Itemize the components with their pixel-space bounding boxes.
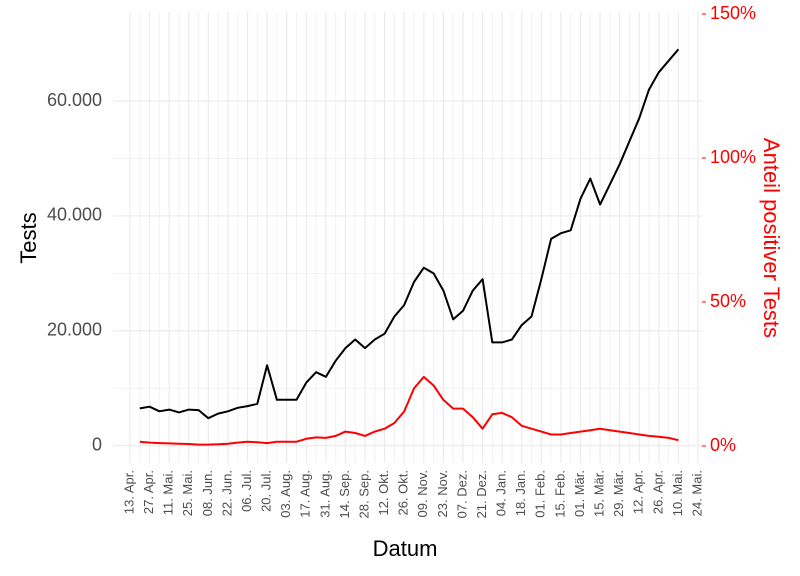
x-tick-label: 15. Mär. bbox=[592, 470, 607, 517]
x-tick-label: 09. Nov. bbox=[415, 470, 430, 517]
x-tick-label: 28. Sep. bbox=[356, 470, 371, 518]
y2-tick-label: 50% bbox=[710, 291, 746, 311]
x-tick-label: 20. Jul. bbox=[259, 470, 274, 512]
data-line bbox=[139, 375, 679, 446]
x-tick-label: 08. Jun. bbox=[200, 470, 215, 516]
x-tick-label: 22. Jun. bbox=[219, 470, 234, 516]
y2-tick-label: 150% bbox=[710, 3, 756, 23]
x-tick-label: 26. Apr. bbox=[650, 470, 665, 514]
x-tick-label: 18. Jan. bbox=[513, 470, 528, 516]
x-tick-label: 11. Mai. bbox=[161, 470, 176, 515]
y-tick-label: 60.000 bbox=[47, 90, 102, 110]
x-tick-label: 14. Sep. bbox=[337, 470, 352, 518]
x-axis-title: Datum bbox=[373, 536, 438, 561]
x-tick-label: 21. Dez. bbox=[474, 470, 489, 518]
y2-tick-label: 100% bbox=[710, 147, 756, 167]
y2-tick-label: 0% bbox=[710, 435, 736, 455]
x-tick-label: 01. Feb. bbox=[533, 470, 548, 518]
x-tick-label: 12. Okt. bbox=[376, 470, 391, 516]
x-tick-label: 06. Jul. bbox=[239, 470, 254, 512]
x-tick-label: 27. Apr. bbox=[141, 470, 156, 514]
x-tick-label: 13. Apr. bbox=[121, 470, 136, 514]
x-tick-label: 15. Feb. bbox=[552, 470, 567, 518]
x-tick-label: 12. Apr. bbox=[631, 470, 646, 514]
x-tick-label: 24. Mai. bbox=[689, 470, 704, 516]
y-tick-label: 20.000 bbox=[47, 320, 102, 340]
x-tick-label: 25. Mai. bbox=[180, 470, 195, 516]
x-tick-label: 23. Nov. bbox=[435, 470, 450, 517]
x-tick-label: 03. Aug. bbox=[278, 470, 293, 518]
y-tick-label: 40.000 bbox=[47, 205, 102, 225]
y2-axis-title: Anteil positiver Tests bbox=[759, 138, 784, 338]
x-tick-label: 01. Mär. bbox=[572, 470, 587, 517]
x-tick-label: 07. Dez. bbox=[454, 470, 469, 518]
data-line bbox=[139, 48, 680, 420]
x-tick-label: 04. Jan. bbox=[494, 470, 509, 516]
y-axis-title: Tests bbox=[16, 212, 41, 263]
x-tick-label: 17. Aug. bbox=[298, 470, 313, 518]
x-tick-label: 10. Mai. bbox=[670, 470, 685, 516]
y-tick-label: 0 bbox=[92, 435, 102, 455]
x-tick-label: 26. Okt. bbox=[396, 470, 411, 516]
x-tick-label: 31. Aug. bbox=[317, 470, 332, 518]
x-tick-label: 29. Mär. bbox=[611, 470, 626, 517]
